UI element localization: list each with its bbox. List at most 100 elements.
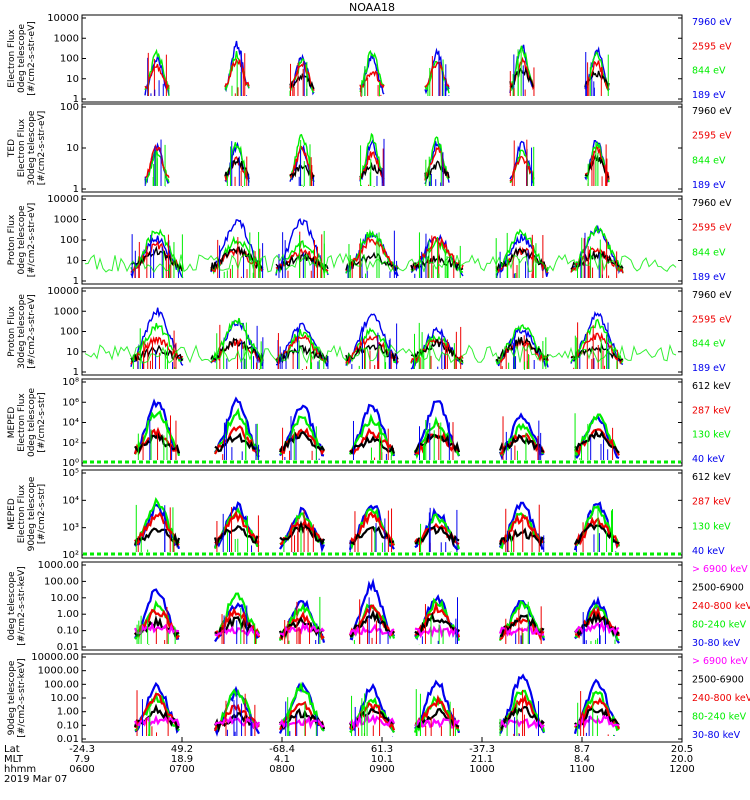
y-axis-label: 0deg telescope[#/cm2-s-str-keV] <box>7 566 27 645</box>
y-axis-label: Electron Flux0deg telescope[#/cm2-s-str-… <box>7 21 37 96</box>
legend: > 6900 keV 2500-6900 240-800 keV 80-240 keV… <box>692 564 750 649</box>
series-magenta <box>414 624 460 639</box>
x-row-label: MLT <box>4 754 24 765</box>
x-tick-mlt: 18.9 <box>171 754 193 765</box>
y-tick-label: 1000.00 <box>38 666 79 677</box>
panel-ted-e-30: 1 10 100 TEDElectron Flux30deg telescope[#/… <box>7 102 732 195</box>
series-green <box>495 228 549 274</box>
series-green-background <box>84 343 677 365</box>
series-black <box>359 161 385 180</box>
series-blue <box>584 46 610 91</box>
y-tick-label: 10⁸ <box>62 377 79 388</box>
legend-entry: > 6900 keV <box>692 656 748 667</box>
legend-entry: 240-800 keV <box>692 693 750 704</box>
y-tick-label: 0.01 <box>57 734 79 745</box>
y-tick-label: 10 <box>66 74 79 85</box>
series-black <box>414 432 461 454</box>
series-red <box>144 63 170 91</box>
series-red <box>424 61 450 88</box>
series-black <box>414 525 460 548</box>
series-black <box>213 524 260 549</box>
series-green <box>498 600 545 641</box>
y-tick-label: 100.00 <box>44 679 79 690</box>
x-row-label: Lat <box>4 744 20 755</box>
series-black <box>349 435 396 455</box>
series-black <box>424 160 450 181</box>
legend: 612 keV 287 keV 130 keV 40 keV <box>692 381 731 465</box>
series-marks <box>144 40 610 97</box>
y-axis-label: 90deg telescope[#/cm2-s-str-keV] <box>7 658 27 737</box>
series-black <box>498 433 545 454</box>
y-tick-label: 100 <box>60 235 79 246</box>
y-tick-label: 1 <box>73 184 79 195</box>
panel-ted-e-0: 1 10 100 1000 10000 Electron Flux0deg telesco… <box>7 13 732 105</box>
series-black <box>275 344 329 364</box>
x-tick-lat: 20.5 <box>671 744 693 755</box>
legend: 7960 eV 2595 eV 844 eV 189 eV <box>692 198 732 283</box>
x-tick-lat: -24.3 <box>69 744 95 755</box>
series-red <box>414 694 459 729</box>
panel-frame <box>81 195 683 285</box>
series-green <box>345 229 399 274</box>
series-black <box>414 611 460 636</box>
series-black <box>414 707 460 730</box>
panel-frame <box>81 561 683 651</box>
legend: 7960 eV 2595 eV 844 eV 189 eV <box>692 17 732 101</box>
x-tick-lat: -68.4 <box>269 744 295 755</box>
series-marks <box>84 307 677 370</box>
legend-entry: 2595 eV <box>692 314 732 325</box>
legend-entry: 40 keV <box>692 454 725 465</box>
series-green-background <box>84 252 677 274</box>
panel-meped-p-90: 0.01 0.10 1.00 10.00 100.00 1000.00 10000.00 90… <box>7 652 750 745</box>
legend-entry: 7960 eV <box>692 106 732 117</box>
y-tick-label: 100 <box>60 102 79 113</box>
x-tick-hhmm: 0600 <box>69 764 94 775</box>
legend-entry: 844 eV <box>692 247 726 258</box>
legend-entry: 30-80 keV <box>692 730 741 741</box>
series-black <box>349 609 395 638</box>
y-tick-label: 1000 <box>54 306 79 317</box>
legend-entry: 2500-6900 <box>692 675 744 686</box>
legend-entry: 189 eV <box>692 272 726 283</box>
y-axis-label: MEPEDElectron Flux90deg telescope[#/cm2-… <box>7 476 47 551</box>
legend-entry: 7960 eV <box>692 198 732 209</box>
legend-entry: 7960 eV <box>692 290 732 301</box>
series-magenta <box>574 619 620 637</box>
x-tick-lat: -37.3 <box>469 744 495 755</box>
series-black <box>133 527 181 548</box>
x-tick-lat: 49.2 <box>171 744 193 755</box>
x-tick-lat: 61.3 <box>371 744 393 755</box>
series-green <box>135 496 180 547</box>
legend-entry: 844 eV <box>692 66 726 77</box>
panel-frame <box>81 469 683 559</box>
y-tick-label: 10.00 <box>50 693 79 704</box>
series-red <box>134 511 180 546</box>
y-tick-label: 10000 <box>47 13 79 24</box>
series-magenta <box>349 623 395 637</box>
series-red <box>289 60 315 91</box>
y-tick-label: 1.00 <box>57 609 79 620</box>
y-tick-label: 1 <box>73 276 79 287</box>
panel-meped-p-0: 0.01 0.10 1.00 10.00 100.00 1000.00 0deg teles… <box>7 560 750 653</box>
legend-entry: 612 keV <box>692 381 731 392</box>
x-tick-hhmm: 1200 <box>669 764 694 775</box>
y-tick-label: 10³ <box>62 523 79 534</box>
x-tick-mlt: 20.0 <box>671 754 693 765</box>
series-blue <box>275 322 329 367</box>
x-row-label: hhmm <box>4 764 36 775</box>
x-tick-hhmm: 1000 <box>469 764 494 775</box>
x-tick-hhmm: 0700 <box>169 764 194 775</box>
y-tick-label: 10000 <box>47 286 79 297</box>
series-marks <box>83 496 681 556</box>
y-tick-label: 10⁵ <box>62 468 79 479</box>
series-black <box>345 251 399 272</box>
series-black <box>349 525 395 546</box>
y-tick-label: 10 <box>66 256 79 267</box>
series-marks <box>133 673 621 737</box>
series-blue <box>498 412 545 461</box>
y-tick-label: 1000 <box>54 33 79 44</box>
legend: > 6900 keV 2500-6900 240-800 keV 80-240 keV… <box>692 656 750 741</box>
legend: 7960 eV 2595 eV 844 eV 189 eV <box>692 106 732 191</box>
legend-entry: 189 eV <box>692 180 726 191</box>
